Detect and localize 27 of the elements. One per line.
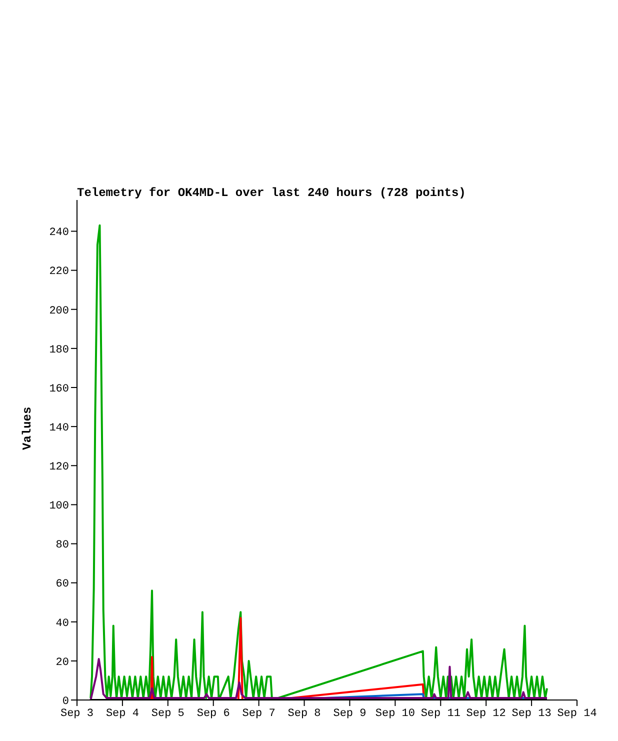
y-tick-label: 200 [49,305,69,318]
y-tick-label: 60 [56,578,69,591]
y-tick-label: 240 [49,227,69,240]
y-tick-label: 20 [56,656,69,669]
y-tick-label: 120 [49,462,69,474]
y-tick-label: 160 [49,383,69,396]
x-tick-label: Sep 9 [333,708,366,720]
x-tick-label: Sep 8 [288,708,321,720]
x-tick-label: Sep 12 [466,708,506,720]
x-tick-label: Sep 3 [60,708,94,720]
x-tick-label: Sep 4 [106,708,140,720]
y-tick-label: 180 [49,344,69,356]
y-tick-label: 80 [56,540,69,552]
x-tick-label: Sep 7 [242,708,276,720]
x-tick-label: Sep 10 [375,708,415,720]
y-tick-label: 140 [49,422,69,434]
x-tick-label: Sep 14 [557,708,598,720]
x-tick-label: Sep 5 [151,708,184,720]
x-tick-label: Sep 11 [420,708,461,720]
chart-title: Telemetry for OK4MD-L over last 240 hours (728 points) [77,186,466,200]
x-tick-label: Sep 6 [196,708,230,720]
y-tick-label: 220 [49,266,69,278]
y-tick-label: 0 [62,696,69,708]
y-tick-label: 100 [49,500,69,513]
y-tick-label: 40 [56,618,69,630]
x-tick-label: Sep 13 [512,708,552,720]
y-axis-title: Values [20,406,34,450]
